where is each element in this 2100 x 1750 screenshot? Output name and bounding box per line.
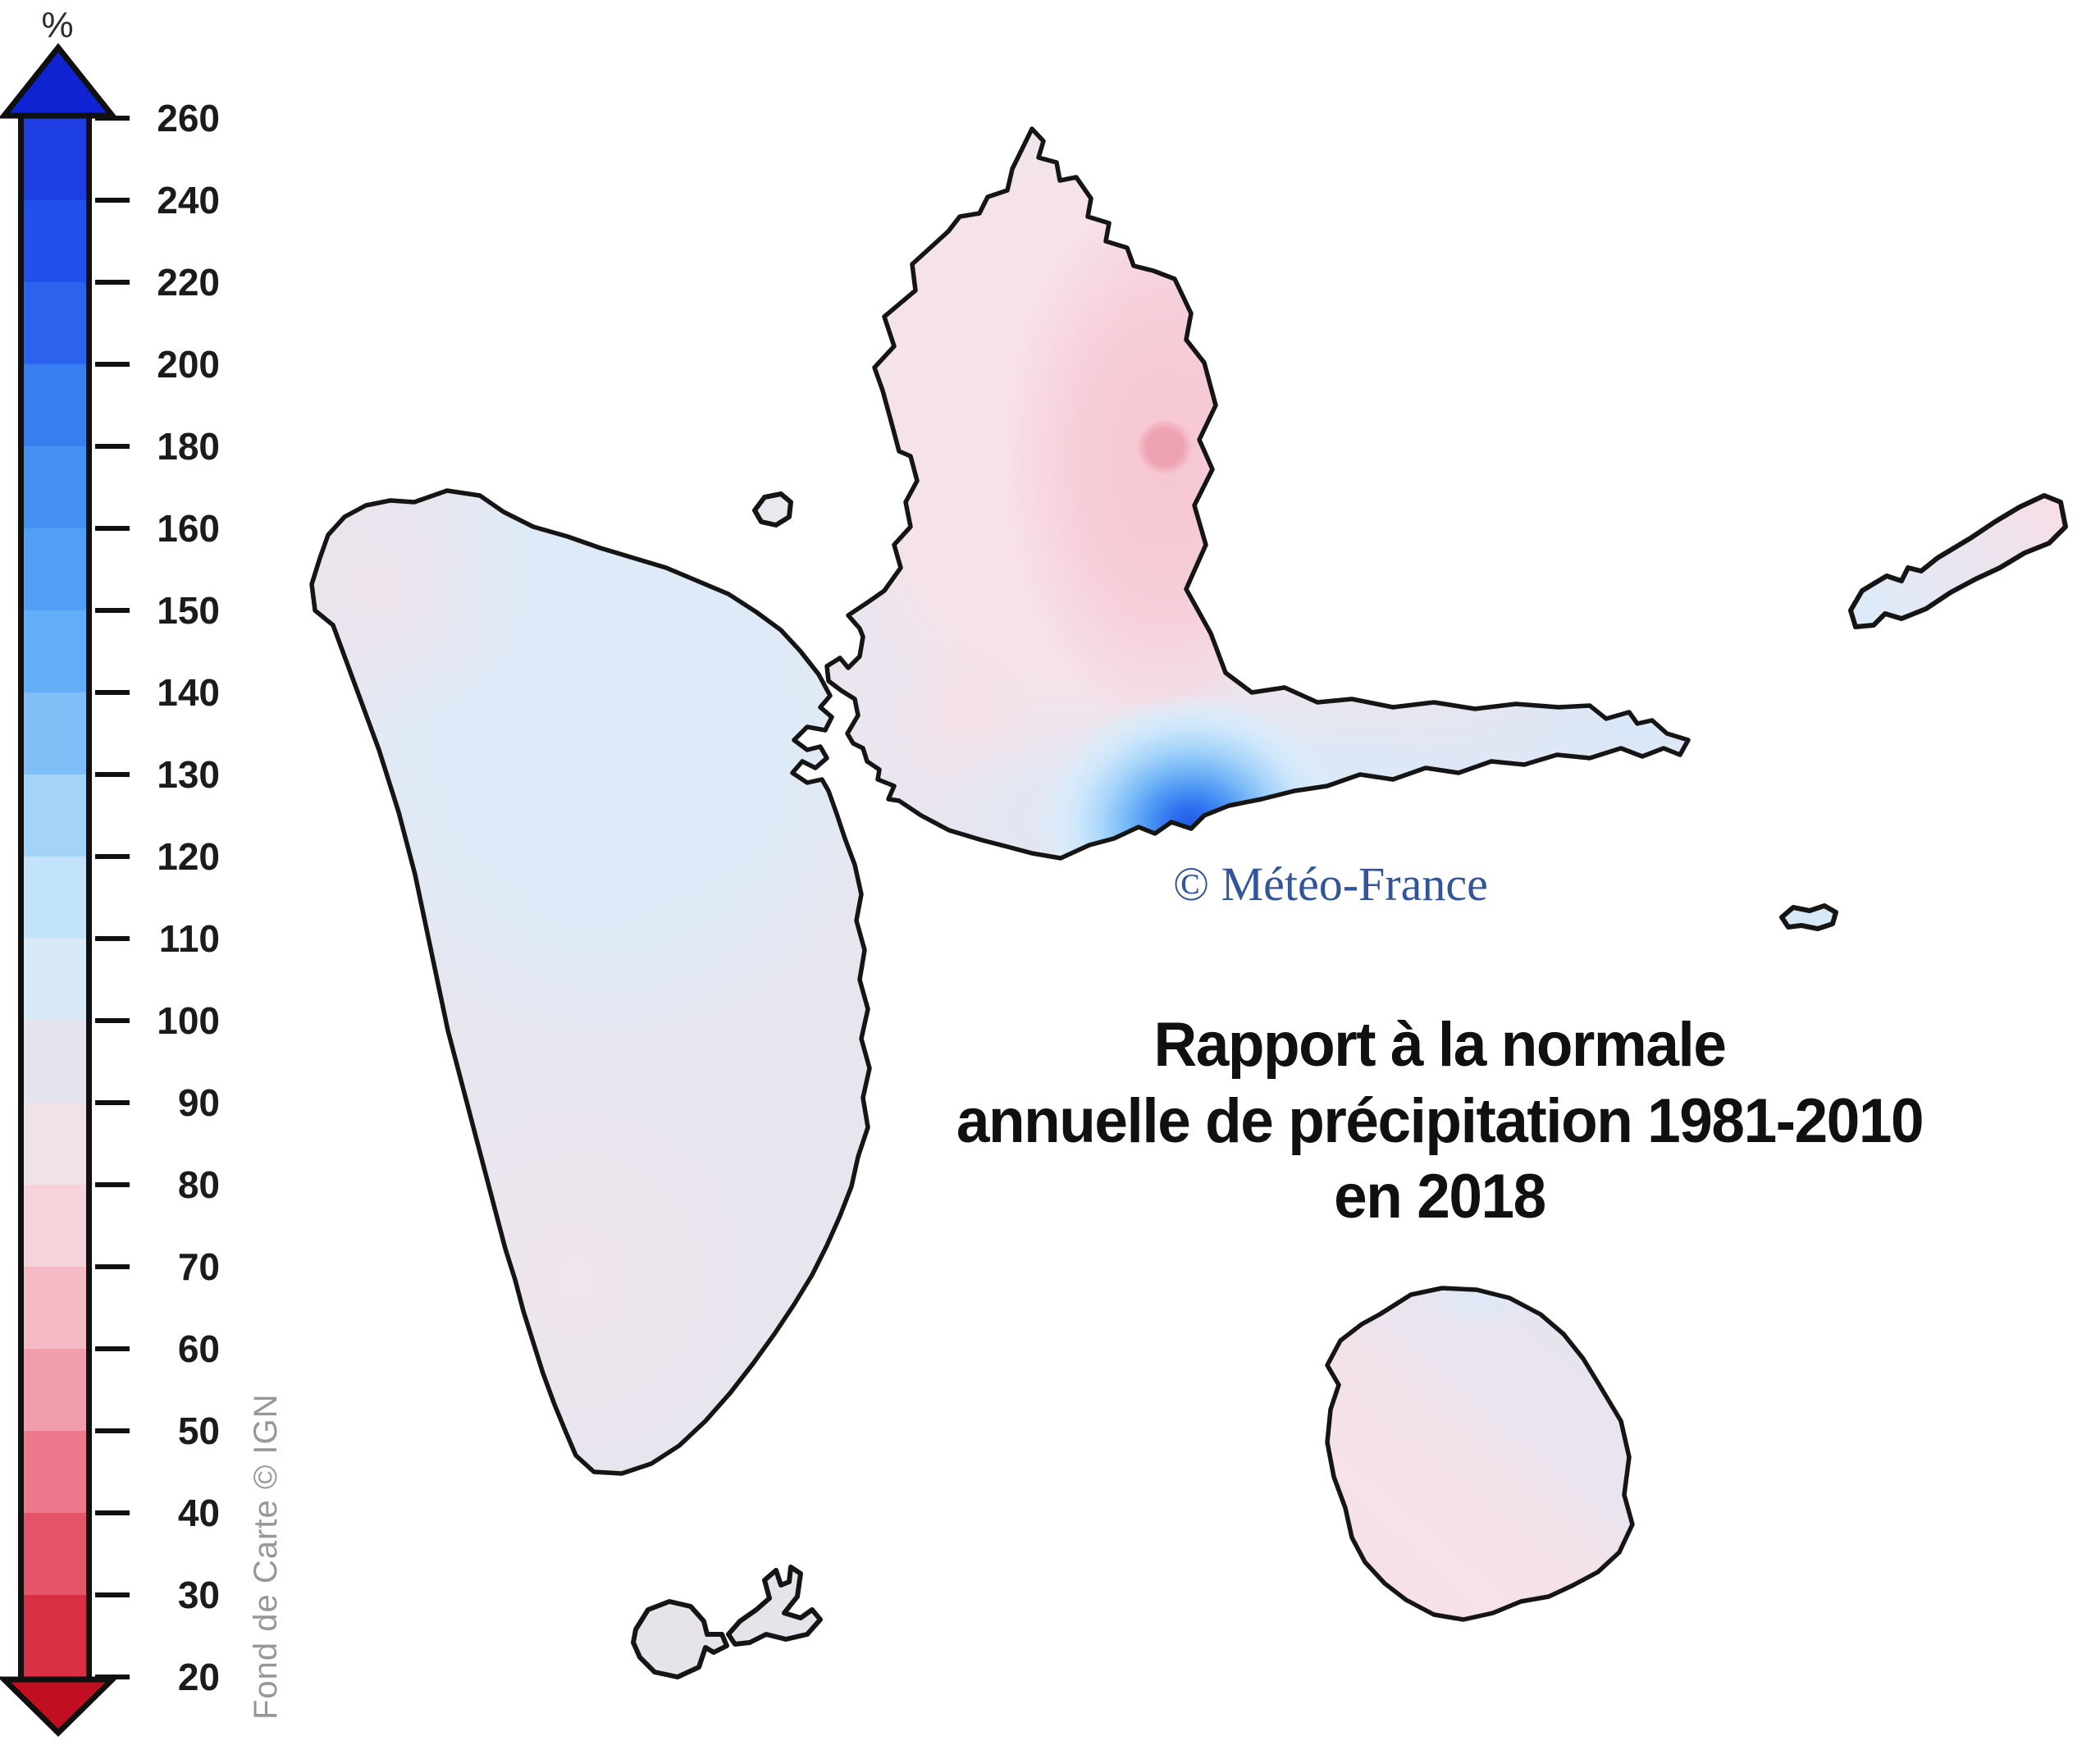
legend-segment: [24, 1513, 86, 1595]
legend-segment: [24, 1595, 86, 1677]
legend-color-scale: [18, 112, 92, 1683]
legend-tick: [95, 1510, 130, 1515]
legend-tick-label: 30: [177, 1574, 220, 1616]
les-saintes-terre-de-bas: [631, 1599, 729, 1679]
legend-tick: [95, 608, 130, 613]
legend-segment: [24, 446, 86, 528]
legend-tick: [95, 1100, 130, 1105]
legend-segment: [24, 200, 86, 282]
legend-tick-label: 200: [157, 343, 220, 386]
legend-tick-label: 180: [157, 425, 220, 468]
kahouanne-islet: [752, 491, 793, 528]
legend-tick: [95, 444, 130, 449]
legend-tick: [95, 1675, 130, 1679]
legend-tick-label: 130: [157, 753, 220, 796]
legend-tick-label: 220: [157, 261, 220, 304]
legend-tick: [95, 198, 130, 203]
legend-tick: [95, 1346, 130, 1351]
legend-tick-label: 140: [157, 671, 220, 714]
legend-tick: [95, 362, 130, 367]
la-desirade-island: [1848, 493, 2068, 629]
legend-tick: [95, 1182, 130, 1187]
ign-basemap-credit: Fond de Carte © IGN: [248, 1393, 284, 1720]
legend-tick-label: 70: [177, 1245, 220, 1288]
legend-segment: [24, 1103, 86, 1185]
legend-segment: [24, 610, 86, 692]
legend-segment: [24, 282, 86, 364]
legend-segment: [24, 857, 86, 939]
legend-tick-label: 20: [177, 1656, 220, 1698]
legend-tick: [95, 1264, 130, 1269]
legend-segment: [24, 1267, 86, 1349]
legend-tick-label: 90: [177, 1081, 220, 1124]
legend-tick: [95, 936, 130, 941]
grande-terre-island: [820, 82, 1850, 956]
legend-tick-label: 60: [177, 1327, 220, 1370]
legend-segment: [24, 118, 86, 200]
legend-tick-label: 150: [157, 589, 220, 632]
legend-tick: [95, 116, 130, 121]
legend-tick-label: 50: [177, 1410, 220, 1452]
legend-segment: [24, 939, 86, 1021]
legend-tick: [95, 690, 130, 695]
map-title: Rapport à la normale annuelle de précipi…: [900, 1008, 1979, 1236]
legend-tick: [95, 526, 130, 531]
legend-tick-label: 80: [177, 1163, 220, 1206]
legend-tick-label: 120: [157, 835, 220, 878]
map-title-line1: Rapport à la normale: [1153, 1010, 1727, 1080]
legend-segment: [24, 692, 86, 774]
marie-galante-island: [1312, 1261, 1649, 1633]
petite-terre-islet: [1779, 903, 1838, 931]
legend-tick: [95, 1018, 130, 1023]
les-saintes-terre-de-haut: [726, 1565, 823, 1647]
legend-tick-label: 240: [157, 179, 220, 222]
legend-tick-label: 40: [177, 1492, 220, 1534]
legend-segment: [24, 1349, 86, 1431]
legend-tick: [95, 1428, 130, 1433]
meteo-france-credit: © Météo-France: [1173, 857, 1488, 911]
legend-segment: [24, 528, 86, 610]
legend-tick: [95, 854, 130, 859]
map-title-line2: annuelle de précipitation 1981-2010: [956, 1085, 1924, 1156]
legend-tick-label: 100: [157, 999, 220, 1042]
legend-tick: [95, 1592, 130, 1597]
legend-segment: [24, 1431, 86, 1513]
legend-segment: [24, 364, 86, 446]
legend-segment: [24, 1185, 86, 1267]
legend-unit-label: %: [41, 5, 74, 45]
map-title-line3: en 2018: [1334, 1162, 1546, 1232]
legend-tick: [95, 772, 130, 777]
legend-tick-label: 160: [157, 507, 220, 550]
legend-tick: [95, 280, 130, 285]
legend-segment: [24, 1021, 86, 1103]
legend-tick-label: 110: [158, 917, 220, 960]
legend-tick-label: 260: [157, 97, 220, 139]
legend-segment: [24, 774, 86, 857]
